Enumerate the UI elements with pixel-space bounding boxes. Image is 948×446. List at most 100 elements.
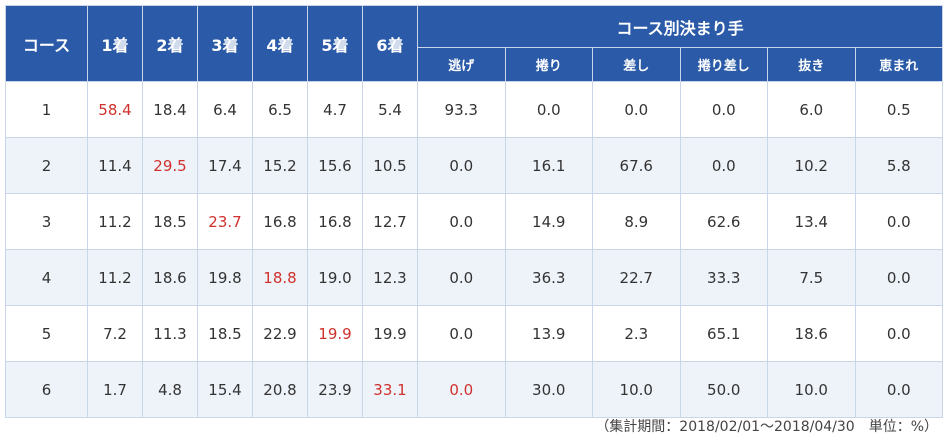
kimarite-header: 差し xyxy=(592,47,681,82)
place-header: 6着 xyxy=(362,5,418,82)
place-header: 5着 xyxy=(307,5,363,82)
value-cell: 2.3 xyxy=(592,305,681,362)
value-cell: 14.9 xyxy=(504,193,593,250)
table-row: 2 11.4 29.5 17.4 15.2 15.6 10.5 0.0 16.1 67.6 0.0 1… xyxy=(5,137,944,194)
stats-table: コース 1着 2着 3着 4着 5着 6着 コース別決まり手 逃げ 捲り 差し 捲り差し 抜き 恵まれ… xyxy=(5,5,944,418)
value-cell: 11.2 xyxy=(87,249,143,306)
value-cell: 19.9 xyxy=(307,305,363,362)
header-row: コース 1着 2着 3着 4着 5着 6着 コース別決まり手 xyxy=(5,5,944,82)
value-cell: 15.4 xyxy=(197,361,253,418)
course-cell: 3 xyxy=(5,193,88,250)
value-cell: 65.1 xyxy=(679,305,768,362)
value-cell: 22.7 xyxy=(592,249,681,306)
value-cell: 10.2 xyxy=(767,137,856,194)
note: （集計期間：2018/02/01～2018/04/30 単位：%） xyxy=(595,419,938,435)
value-cell: 16.8 xyxy=(307,193,363,250)
value-cell: 4.7 xyxy=(307,81,363,138)
header-row: 逃げ 捲り 差し 捲り差し 抜き 恵まれ xyxy=(6,47,944,82)
value-cell: 12.7 xyxy=(362,193,418,250)
value-cell: 0.0 xyxy=(592,81,681,138)
value-cell: 29.5 xyxy=(142,137,198,194)
value-cell: 36.3 xyxy=(504,249,593,306)
value-cell: 0.0 xyxy=(854,193,944,250)
kimarite-header: 逃げ xyxy=(417,47,506,82)
kimarite-header: 捲り xyxy=(504,47,593,82)
value-cell: 18.6 xyxy=(142,249,198,306)
value-cell: 15.2 xyxy=(252,137,308,194)
table-row: 1 58.4 18.4 6.4 6.5 4.7 5.4 93.3 0.0 0.0 0.0 6.0 0.5 xyxy=(5,81,944,138)
value-cell: 30.0 xyxy=(504,361,593,418)
value-cell: 93.3 xyxy=(417,81,506,138)
value-cell: 19.9 xyxy=(362,305,418,362)
value-cell: 10.5 xyxy=(362,137,418,194)
value-cell: 10.0 xyxy=(592,361,681,418)
course-cell: 6 xyxy=(5,361,88,418)
value-cell: 62.6 xyxy=(679,193,768,250)
value-cell: 19.8 xyxy=(197,249,253,306)
value-cell: 0.0 xyxy=(417,249,506,306)
kimarite-header: 恵まれ xyxy=(854,47,944,82)
value-cell: 6.4 xyxy=(197,81,253,138)
value-cell: 67.6 xyxy=(592,137,681,194)
place-header: 2着 xyxy=(142,5,198,82)
value-cell: 18.5 xyxy=(142,193,198,250)
table-row: 6 1.7 4.8 15.4 20.8 23.9 33.1 0.0 30.0 10.0 50.0 10… xyxy=(5,361,944,418)
value-cell: 18.6 xyxy=(767,305,856,362)
value-cell: 33.1 xyxy=(362,361,418,418)
course-cell: 1 xyxy=(5,81,88,138)
value-cell: 18.4 xyxy=(142,81,198,138)
value-cell: 0.0 xyxy=(679,81,768,138)
value-cell: 50.0 xyxy=(679,361,768,418)
value-cell: 22.9 xyxy=(252,305,308,362)
value-cell: 5.8 xyxy=(854,137,944,194)
value-cell: 0.0 xyxy=(417,361,506,418)
value-cell: 6.0 xyxy=(767,81,856,138)
value-cell: 13.9 xyxy=(504,305,593,362)
value-cell: 6.5 xyxy=(252,81,308,138)
table-head: コース 1着 2着 3着 4着 5着 6着 コース別決まり手 逃げ 捲り 差し 捲り差し 抜き 恵まれ xyxy=(5,5,944,82)
place-header: 1着 xyxy=(87,5,143,82)
value-cell: 0.0 xyxy=(679,137,768,194)
value-cell: 16.8 xyxy=(252,193,308,250)
value-cell: 0.5 xyxy=(854,81,944,138)
value-cell: 11.4 xyxy=(87,137,143,194)
value-cell: 10.0 xyxy=(767,361,856,418)
course-cell: 4 xyxy=(5,249,88,306)
kimarite-title: コース別決まり手 xyxy=(416,5,944,48)
table-body: 1 58.4 18.4 6.4 6.5 4.7 5.4 93.3 0.0 0.0 0.0 6.0 0.5… xyxy=(5,81,944,418)
table-wrap: コース 1着 2着 3着 4着 5着 6着 コース別決まり手 逃げ 捲り 差し 捲り差し 抜き 恵まれ… xyxy=(5,5,944,418)
value-cell: 23.9 xyxy=(307,361,363,418)
value-cell: 19.0 xyxy=(307,249,363,306)
value-cell: 7.5 xyxy=(767,249,856,306)
kimarite-header: 捲り差し xyxy=(679,47,768,82)
value-cell: 4.8 xyxy=(142,361,198,418)
value-cell: 8.9 xyxy=(592,193,681,250)
place-header: 4着 xyxy=(252,5,308,82)
value-cell: 0.0 xyxy=(417,305,506,362)
value-cell: 0.0 xyxy=(504,81,593,138)
value-cell: 16.1 xyxy=(504,137,593,194)
table-row: 4 11.2 18.6 19.8 18.8 19.0 12.3 0.0 36.3 22.7 33.3… xyxy=(5,249,944,306)
value-cell: 18.5 xyxy=(197,305,253,362)
value-cell: 0.0 xyxy=(854,305,944,362)
kimarite-header: 抜き xyxy=(767,47,856,82)
value-cell: 11.2 xyxy=(87,193,143,250)
value-cell: 20.8 xyxy=(252,361,308,418)
value-cell: 18.8 xyxy=(252,249,308,306)
value-cell: 0.0 xyxy=(854,361,944,418)
value-cell: 7.2 xyxy=(87,305,143,362)
value-cell: 1.7 xyxy=(87,361,143,418)
value-cell: 33.3 xyxy=(679,249,768,306)
value-cell: 11.3 xyxy=(142,305,198,362)
course-cell: 5 xyxy=(5,305,88,362)
value-cell: 17.4 xyxy=(197,137,253,194)
value-cell: 0.0 xyxy=(417,137,506,194)
value-cell: 12.3 xyxy=(362,249,418,306)
value-cell: 0.0 xyxy=(417,193,506,250)
value-cell: 23.7 xyxy=(197,193,253,250)
value-cell: 13.4 xyxy=(767,193,856,250)
value-cell: 5.4 xyxy=(362,81,418,138)
table-row: 5 7.2 11.3 18.5 22.9 19.9 19.9 0.0 13.9 2.3 65.1 18… xyxy=(5,305,944,362)
course-header: コース xyxy=(5,5,88,82)
